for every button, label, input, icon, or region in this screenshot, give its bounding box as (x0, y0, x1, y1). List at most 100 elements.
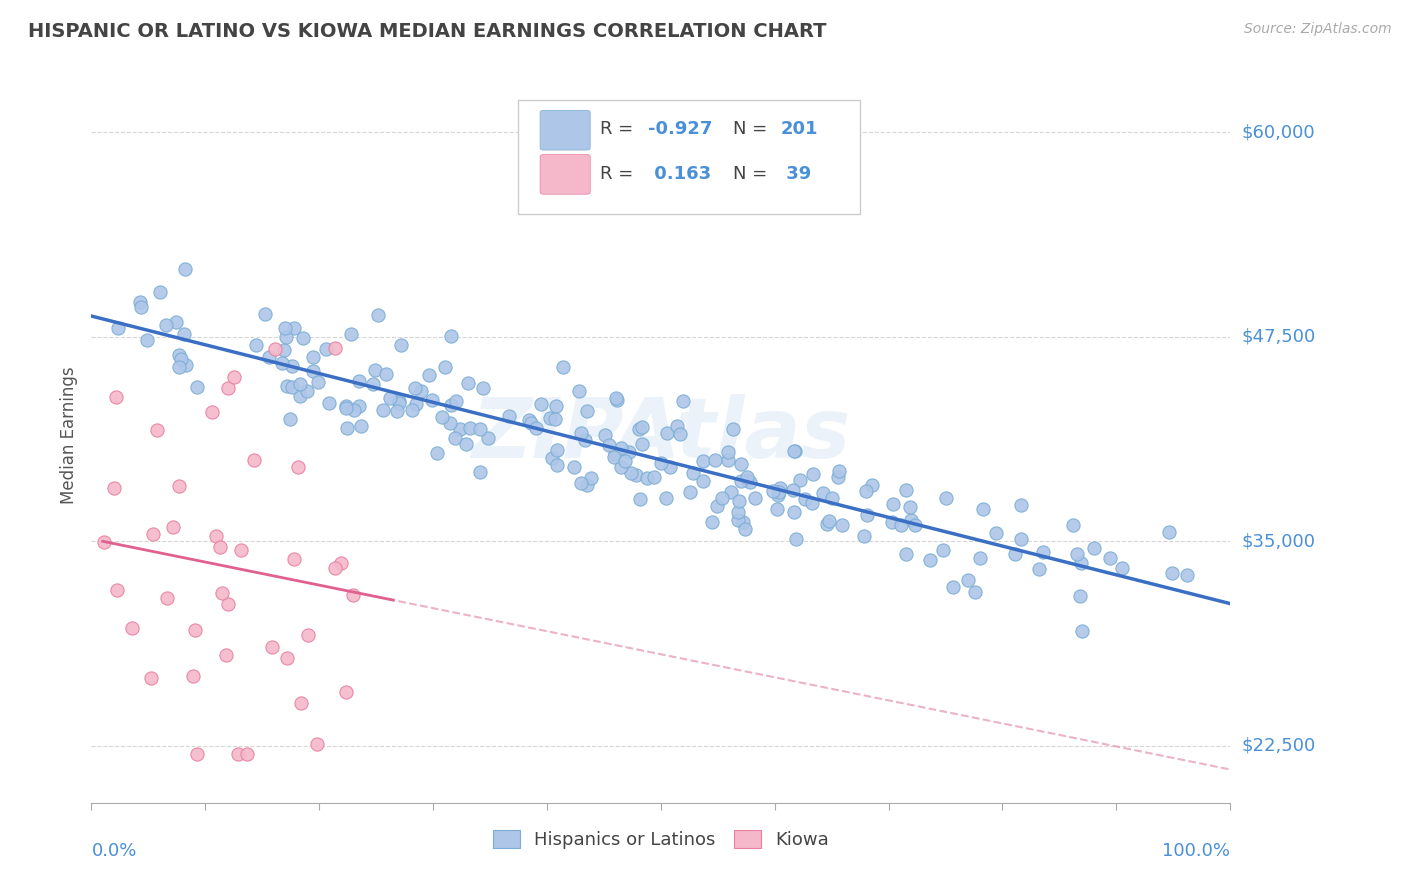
Point (783, 443, 806, 458)
Point (538, 410, 561, 425)
Point (813, 485, 835, 500)
Point (323, 561, 346, 575)
Point (546, 399, 568, 413)
Point (605, 447, 627, 461)
Point (449, 422, 471, 436)
Point (264, 342, 287, 356)
Point (457, 376, 479, 390)
Point (704, 453, 727, 467)
Point (142, 527, 165, 541)
Point (217, 598, 239, 612)
Point (1069, 589, 1091, 603)
Point (388, 393, 411, 408)
Point (1032, 545, 1054, 559)
Point (254, 307, 277, 321)
Point (530, 397, 553, 411)
Point (735, 473, 758, 487)
Point (541, 451, 564, 466)
Point (335, 684, 357, 698)
Point (768, 488, 790, 502)
Point (727, 513, 749, 527)
Point (288, 377, 311, 392)
Point (281, 359, 304, 373)
Text: Source: ZipAtlas.com: Source: ZipAtlas.com (1244, 22, 1392, 37)
Point (628, 422, 651, 436)
Point (723, 422, 745, 436)
Point (444, 393, 467, 408)
Point (281, 379, 304, 393)
Point (224, 370, 246, 384)
Point (728, 494, 751, 508)
Point (744, 491, 766, 506)
Point (204, 529, 226, 543)
Point (401, 403, 423, 417)
Point (568, 384, 591, 398)
Point (302, 364, 325, 378)
Point (1071, 624, 1094, 638)
Point (666, 419, 689, 434)
Point (546, 458, 568, 472)
Point (405, 397, 427, 411)
Point (257, 350, 280, 364)
Point (575, 404, 598, 418)
Point (276, 379, 298, 393)
Point (167, 359, 190, 374)
Point (1083, 541, 1105, 555)
Point (276, 329, 298, 343)
Point (815, 516, 838, 531)
Point (183, 623, 205, 637)
Text: N =: N = (733, 165, 772, 183)
Text: 0.163: 0.163 (648, 165, 711, 183)
Point (730, 457, 752, 471)
Point (295, 384, 318, 399)
Point (105, 583, 128, 598)
Point (700, 515, 723, 529)
Text: $22,500: $22,500 (1241, 737, 1316, 755)
FancyBboxPatch shape (519, 100, 860, 214)
Point (278, 412, 301, 426)
Point (181, 668, 204, 682)
Point (783, 444, 806, 458)
Point (963, 585, 986, 599)
Point (440, 329, 463, 343)
Point (364, 362, 387, 376)
Point (217, 381, 239, 395)
Point (935, 491, 957, 505)
Point (305, 738, 328, 752)
Point (900, 513, 922, 527)
Point (274, 321, 297, 335)
Point (430, 409, 453, 424)
Point (898, 500, 921, 515)
Point (827, 470, 849, 484)
Point (1028, 562, 1050, 576)
Point (692, 454, 714, 468)
Point (107, 320, 129, 334)
Point (170, 351, 193, 366)
Point (330, 556, 353, 570)
Point (139, 671, 162, 685)
Point (93, 535, 115, 549)
Point (1004, 547, 1026, 561)
Point (613, 454, 636, 468)
Point (245, 338, 267, 352)
Point (378, 391, 401, 405)
Point (302, 350, 325, 364)
Point (440, 398, 463, 412)
Point (609, 441, 631, 455)
Y-axis label: Median Earnings: Median Earnings (60, 366, 79, 504)
Text: -0.927: -0.927 (648, 120, 713, 138)
Point (679, 485, 702, 500)
Point (574, 433, 596, 447)
Point (287, 460, 309, 475)
Point (146, 423, 169, 437)
Point (631, 437, 654, 451)
Point (636, 471, 658, 485)
Point (769, 481, 792, 495)
Point (335, 401, 357, 416)
Point (717, 452, 740, 467)
FancyBboxPatch shape (540, 111, 591, 150)
Point (658, 459, 681, 474)
Point (214, 648, 236, 663)
Point (162, 520, 184, 534)
Point (129, 300, 152, 314)
